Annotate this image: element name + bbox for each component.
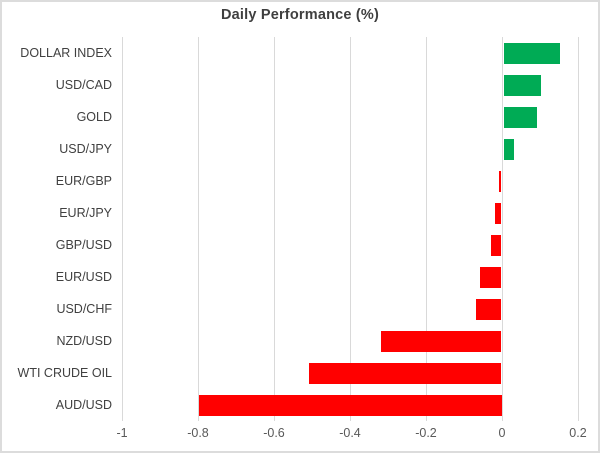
gridline	[426, 37, 427, 421]
zero-axis-line	[502, 37, 503, 421]
gridline	[122, 37, 123, 421]
category-label: EUR/GBP	[55, 174, 112, 188]
bar-gold	[503, 106, 537, 128]
bar-usd-cad	[503, 74, 541, 96]
x-tick-label: -0.2	[415, 426, 437, 440]
chart-title: Daily Performance (%)	[220, 7, 380, 23]
category-label: DOLLAR INDEX	[20, 46, 112, 60]
bar-eur-jpy	[494, 202, 502, 224]
bar-usd-jpy	[503, 138, 514, 160]
x-tick-label: -0.6	[263, 426, 285, 440]
bar-wti-crude-oil	[308, 362, 502, 384]
category-label: NZD/USD	[56, 334, 112, 348]
category-label: USD/JPY	[59, 142, 112, 156]
x-tick-label: -0.4	[339, 426, 361, 440]
bar-eur-gbp	[498, 170, 502, 192]
value-axis: -1 -0.8 -0.6 -0.4 -0.2 0 0.2	[116, 426, 586, 444]
bar-eur-usd	[479, 266, 502, 288]
category-label: WTI CRUDE OIL	[17, 366, 112, 380]
category-label: USD/CHF	[56, 302, 112, 316]
category-label: EUR/JPY	[59, 206, 112, 220]
bar-dollar-index	[503, 42, 560, 64]
bar-aud-usd	[198, 394, 502, 416]
category-label: AUD/USD	[55, 398, 112, 412]
category-label: GBP/USD	[55, 238, 112, 252]
bar-nzd-usd	[380, 330, 502, 352]
x-tick-label: -1	[116, 426, 128, 440]
x-tick-label: 0.2	[569, 426, 587, 440]
gridline	[350, 37, 351, 421]
category-label: GOLD	[76, 110, 112, 124]
x-tick-label: -0.8	[187, 426, 209, 440]
category-axis: DOLLAR INDEX USD/CAD GOLD USD/JPY EUR/GBP EUR…	[2, 37, 112, 421]
gridline	[198, 37, 199, 421]
x-tick-label: 0	[498, 426, 506, 440]
plot-area	[122, 37, 579, 421]
bar-usd-chf	[475, 298, 502, 320]
gridline	[578, 37, 579, 421]
bar-gbp-usd	[491, 234, 502, 256]
gridline	[274, 37, 275, 421]
category-label: USD/CAD	[55, 78, 112, 92]
category-label: EUR/USD	[55, 270, 112, 284]
